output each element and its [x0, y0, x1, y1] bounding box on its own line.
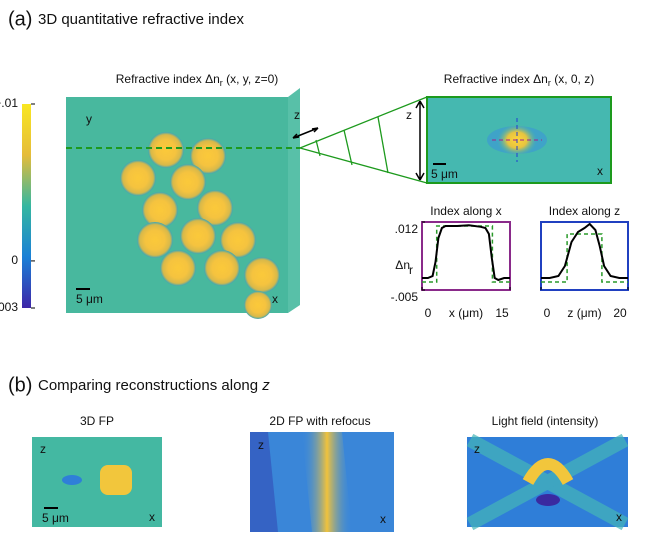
z-arrow	[292, 127, 319, 139]
axis-label: x	[616, 510, 622, 524]
axis-label: z	[406, 108, 412, 122]
x-tick-label: 20	[613, 306, 627, 320]
plot-title: Index along z	[549, 204, 620, 218]
dark-band	[250, 432, 278, 532]
colorbar	[22, 104, 31, 308]
x-pattern	[466, 433, 629, 531]
plot-frame	[421, 221, 511, 291]
ideal-line	[541, 233, 628, 283]
axis-label: z	[294, 108, 300, 122]
axis-label: x	[149, 510, 155, 524]
blob	[100, 465, 132, 495]
x-axis-label: z (μm)	[567, 306, 601, 320]
image-title: 3D FP	[80, 414, 114, 428]
projection	[299, 96, 428, 184]
panel-label: (b)	[8, 374, 32, 396]
shadow	[62, 475, 82, 485]
image-3dfp	[32, 437, 162, 527]
scale-label: 5 μm	[42, 511, 69, 525]
axis-label: x	[272, 292, 278, 306]
measured-line	[541, 222, 628, 279]
scale-label: 5 μm	[431, 167, 458, 181]
image-title: Light field (intensity)	[492, 414, 599, 428]
x-tick-label: 0	[544, 306, 551, 320]
dark-spot	[536, 494, 560, 506]
x-axis-label: x (μm)	[449, 306, 483, 320]
panel-title: 3D quantitative refractive index	[38, 11, 244, 28]
axis-label: y	[86, 112, 92, 126]
axis-label: z	[258, 438, 264, 452]
y-tick-label: -.005	[391, 290, 419, 304]
panel-label: (a)	[8, 8, 32, 30]
axis-label: z	[474, 442, 480, 456]
arc	[522, 458, 574, 486]
ideal-line	[422, 225, 510, 283]
panel-title: Comparing reconstructions along z	[38, 377, 270, 394]
y-tick-label: .012	[395, 222, 419, 236]
scale-label: 5 μm	[76, 292, 103, 306]
plot-frame	[540, 221, 629, 291]
axis-label: x	[380, 512, 386, 526]
image-title: Refractive index Δnr (x, y, z=0)	[116, 72, 279, 88]
axis-label: z	[40, 442, 46, 456]
axis-label: x	[597, 164, 603, 178]
band	[302, 432, 352, 532]
measured-line	[422, 224, 510, 282]
y-axis-label-sub: r	[409, 263, 413, 277]
z-extent	[415, 100, 425, 181]
slab-side	[288, 88, 300, 313]
image-title: 2D FP with refocus	[269, 414, 370, 428]
colorbar-label: -.003	[0, 300, 18, 314]
y-axis-label: Δn	[395, 258, 410, 272]
x-tick-label: 0	[425, 306, 432, 320]
beads	[120, 132, 280, 319]
x-tick-label: 15	[495, 306, 509, 320]
image-title: Refractive index Δnr (x, 0, z)	[444, 72, 594, 88]
colorbar-label: 0	[11, 253, 18, 267]
plot-title: Index along x	[430, 204, 501, 218]
colorbar-label: +.01	[0, 96, 18, 110]
